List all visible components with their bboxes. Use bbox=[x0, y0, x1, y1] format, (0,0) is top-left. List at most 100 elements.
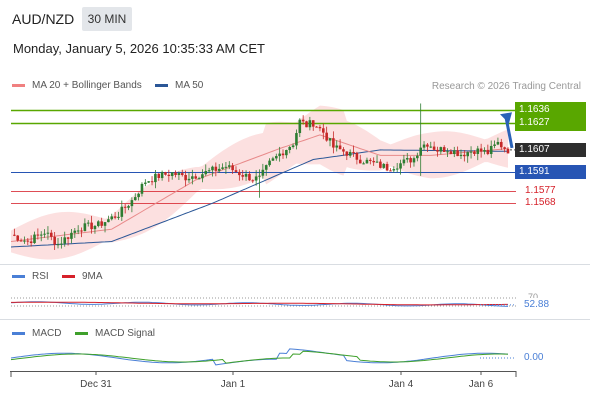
candle-body bbox=[298, 119, 302, 134]
candle-body bbox=[372, 160, 375, 163]
candle-body bbox=[405, 158, 409, 160]
candle-body bbox=[419, 147, 422, 156]
candle-body bbox=[483, 150, 486, 152]
candle-body bbox=[436, 149, 439, 152]
candle-body bbox=[150, 181, 154, 183]
candle-body bbox=[274, 156, 278, 159]
macd-legend-label: MACD bbox=[32, 328, 62, 339]
candle-body bbox=[338, 145, 342, 150]
candle-body bbox=[395, 168, 399, 170]
candle-body bbox=[214, 166, 218, 171]
candle-body bbox=[117, 216, 120, 218]
candle-body bbox=[224, 166, 228, 168]
candle-body bbox=[29, 241, 33, 244]
forecast-arrowhead bbox=[500, 112, 512, 124]
candle-body bbox=[362, 163, 365, 165]
legend-rsi-9ma: 9MA bbox=[62, 271, 103, 282]
legend-macd: MACD bbox=[12, 328, 61, 339]
candle-body bbox=[402, 159, 406, 164]
candle-body bbox=[60, 243, 63, 245]
candle-body bbox=[56, 244, 60, 246]
support-label-1.1568: 1.1568 bbox=[525, 197, 556, 209]
candle-body bbox=[244, 173, 248, 177]
candle-body bbox=[389, 170, 392, 172]
rsi-legend-label: RSI bbox=[32, 271, 49, 282]
candle-body bbox=[80, 230, 83, 232]
candle-body bbox=[358, 159, 362, 164]
candle-body bbox=[133, 197, 137, 201]
candle-body bbox=[174, 172, 177, 175]
candle-body bbox=[184, 174, 187, 181]
candle-body bbox=[382, 163, 386, 168]
candle-body bbox=[123, 206, 127, 208]
candle-body bbox=[392, 169, 396, 171]
candle-body bbox=[90, 222, 93, 230]
x-tick-label: Jan 6 bbox=[469, 379, 494, 390]
candle-body bbox=[130, 200, 134, 207]
support-label-1.1577: 1.1577 bbox=[525, 184, 556, 196]
forecast-arrow bbox=[504, 117, 514, 149]
candle-body bbox=[429, 146, 433, 148]
candle-body bbox=[70, 232, 73, 239]
candle-body bbox=[97, 221, 100, 227]
candle-body bbox=[261, 169, 265, 176]
ma20-line bbox=[10, 134, 509, 242]
candle-body bbox=[332, 138, 335, 148]
candle-body bbox=[231, 165, 234, 171]
candle-body bbox=[83, 223, 87, 232]
candle-body bbox=[187, 178, 191, 181]
candle-body bbox=[180, 173, 184, 175]
macd-signal-swatch bbox=[75, 331, 88, 335]
candle-body bbox=[456, 150, 459, 157]
candle-body bbox=[137, 193, 140, 198]
candle-body bbox=[463, 154, 466, 157]
candle-body bbox=[103, 222, 107, 226]
candle-body bbox=[120, 206, 124, 217]
rsi-9ma-swatch bbox=[62, 274, 75, 278]
candle-body bbox=[147, 181, 150, 183]
macd-value-label: 0.00 bbox=[524, 352, 544, 363]
candle-body bbox=[369, 159, 372, 161]
candle-body bbox=[46, 232, 50, 234]
candle-body bbox=[342, 149, 345, 152]
symbol-title: AUD/NZD bbox=[12, 11, 75, 27]
candle-body bbox=[432, 146, 436, 150]
ma20-swatch bbox=[12, 83, 25, 87]
legend-macd-signal: MACD Signal bbox=[75, 328, 155, 339]
candle-body bbox=[36, 234, 40, 236]
macd-signal-legend-label: MACD Signal bbox=[95, 328, 156, 339]
candle-body bbox=[204, 170, 208, 175]
rsi-swatch bbox=[12, 274, 25, 278]
candle-body bbox=[110, 216, 114, 220]
legend-ma20-bollinger: MA 20 + Bollinger Bands bbox=[12, 80, 142, 91]
candle-body bbox=[197, 178, 201, 180]
candle-body bbox=[466, 152, 470, 157]
candle-body bbox=[479, 148, 483, 152]
candle-body bbox=[100, 221, 103, 226]
candle-body bbox=[385, 163, 389, 171]
candle-body bbox=[473, 151, 476, 154]
candle-body bbox=[234, 170, 238, 172]
candle-body bbox=[254, 176, 258, 181]
candle-body bbox=[348, 151, 352, 156]
candle-body bbox=[416, 155, 419, 159]
timeframe-badge[interactable]: 30 MIN bbox=[82, 7, 132, 31]
macd-swatch bbox=[12, 331, 25, 335]
candle-body bbox=[422, 144, 426, 148]
candle-body bbox=[459, 154, 463, 157]
candle-body bbox=[503, 147, 506, 149]
candle-body bbox=[170, 172, 174, 177]
candle-body bbox=[426, 144, 429, 147]
candle-body bbox=[16, 235, 20, 241]
ma50-legend-label: MA 50 bbox=[175, 80, 204, 91]
candle-body bbox=[288, 147, 292, 151]
candle-body bbox=[164, 172, 167, 175]
candle-body bbox=[311, 120, 315, 127]
resistance-label-1.1627: 1.1627 bbox=[515, 115, 586, 130]
resistance-label-1.1636: 1.1636 bbox=[515, 103, 586, 118]
candle-body bbox=[305, 121, 308, 128]
candle-body bbox=[43, 233, 46, 235]
x-tick-label: Dec 31 bbox=[80, 379, 112, 390]
candle-body bbox=[144, 182, 147, 184]
candle-body bbox=[345, 151, 349, 156]
